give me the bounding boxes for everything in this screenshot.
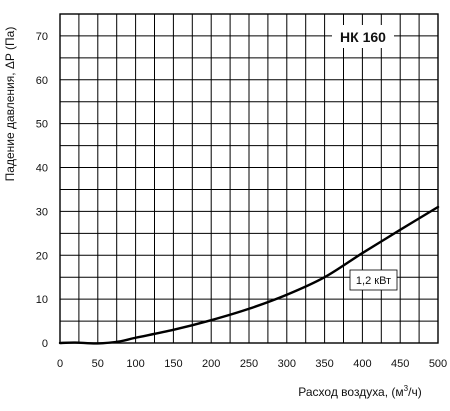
y-tick-label: 60 — [36, 75, 48, 87]
x-tick-label: 50 — [92, 358, 104, 370]
y-tick-label: 70 — [36, 31, 48, 43]
y-axis-title: Падение давления, ΔP (Па) — [3, 27, 17, 182]
x-axis-title-tail: /ч) — [408, 385, 422, 399]
x-tick-label: 0 — [57, 358, 63, 370]
curve-layer — [58, 205, 440, 345]
model-label: НК 160 — [340, 29, 386, 45]
y-tick-label: 30 — [36, 206, 48, 218]
grid — [59, 13, 439, 344]
x-tick-label: 250 — [240, 358, 258, 370]
series-label: 1,2 кВт — [356, 275, 391, 287]
x-axis-title-sup: 3 — [404, 384, 409, 393]
x-tick-label: 500 — [429, 358, 447, 370]
y-tick-label: 20 — [36, 250, 48, 262]
model-badge: НК 160 — [332, 25, 394, 48]
y-tick-label: 50 — [36, 119, 48, 131]
y-tick-label: 0 — [42, 338, 48, 350]
x-tick-label: 350 — [315, 358, 333, 370]
x-tick-label: 100 — [126, 358, 144, 370]
x-axis-ticks: 0 50 100 150 200 250 300 350 400 450 500 — [57, 358, 447, 370]
series-line — [58, 205, 440, 345]
x-tick-label: 150 — [164, 358, 182, 370]
plot-frame — [59, 13, 439, 344]
x-axis-title: Расход воздуха, (м3/ч) — [298, 384, 421, 399]
x-tick-label: 450 — [391, 358, 409, 370]
y-tick-label: 40 — [36, 163, 48, 175]
x-tick-label: 200 — [202, 358, 220, 370]
x-axis-title-main: Расход воздуха, (м — [298, 385, 403, 399]
x-tick-label: 300 — [278, 358, 296, 370]
series-annotation: 1,2 кВт — [349, 269, 398, 291]
x-tick-label: 400 — [353, 358, 371, 370]
y-tick-label: 10 — [36, 294, 48, 306]
y-axis-ticks: 0 10 20 30 40 50 60 70 — [36, 31, 48, 350]
